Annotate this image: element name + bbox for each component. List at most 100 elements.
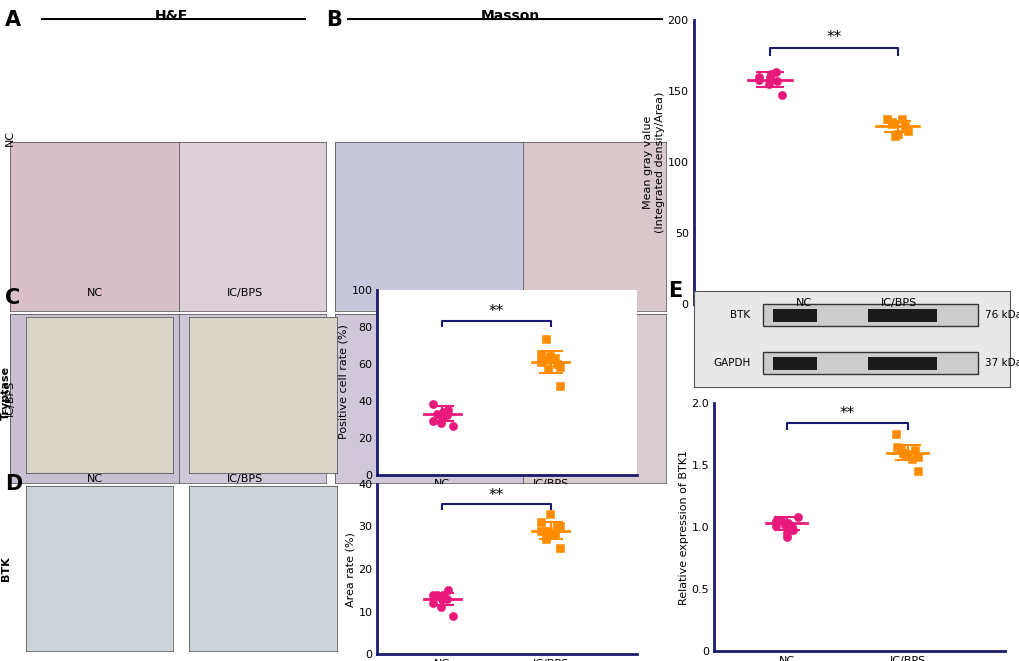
Bar [772,357,816,370]
Point [785,524,801,535]
Text: NC: NC [87,288,103,297]
Point [909,466,925,477]
Bar [762,304,977,326]
Point [548,521,565,531]
Point [898,449,914,459]
Point [435,590,451,600]
Point [429,590,445,600]
Text: A: A [5,10,21,30]
Point [906,445,922,455]
Point [435,407,451,417]
Text: **: ** [825,30,841,46]
Point [532,356,548,367]
Bar [867,309,936,322]
Point [909,451,925,462]
Point [438,594,454,604]
Point [776,520,793,530]
Point [551,381,568,391]
Point [440,585,457,596]
Point [772,514,789,525]
Text: IC/BPS: IC/BPS [226,474,263,484]
Y-axis label: Mean gray value
(Integrated density/Area): Mean gray value (Integrated density/Area… [643,91,664,233]
Point [889,128,905,139]
Text: 37 kDa: 37 kDa [983,358,1019,368]
Point [893,114,909,125]
Point [444,421,461,432]
Point [883,117,900,128]
Point [532,525,548,536]
Point [434,414,450,424]
Text: D: D [5,474,22,494]
Text: B: B [326,10,342,30]
Text: IC/BPS: IC/BPS [5,380,15,416]
Text: NC: NC [5,130,15,145]
Point [432,602,448,613]
Point [777,531,794,542]
Point [761,71,777,82]
Point [892,444,908,454]
Point [434,412,450,422]
Point [546,529,562,540]
Text: IC/BPS: IC/BPS [226,288,263,297]
Text: E: E [667,281,682,301]
Y-axis label: Area rate (%): Area rate (%) [345,531,356,607]
Point [533,517,549,527]
Point [750,74,766,85]
Point [762,69,779,79]
Point [750,71,766,82]
Text: NC: NC [87,474,103,484]
Point [897,121,913,132]
Point [767,67,784,78]
Text: BTK: BTK [1,556,11,581]
Point [533,349,549,360]
Point [777,528,794,539]
Point [432,418,448,428]
Point [434,594,450,604]
Text: **: ** [488,488,503,502]
Point [541,351,557,362]
Point [438,410,454,420]
Point [541,508,557,519]
Point [539,364,555,374]
Point [539,525,555,536]
Point [551,543,568,553]
Point [536,354,552,365]
Point [877,114,894,125]
Point [551,362,568,373]
Text: **: ** [839,406,854,420]
Text: BTK: BTK [730,310,750,320]
Point [767,521,784,531]
Point [903,453,919,464]
Point [784,522,800,533]
Point [551,521,568,531]
Bar [772,309,816,322]
Point [537,534,553,545]
Text: H&E: H&E [155,9,187,22]
Bar [762,352,977,373]
Point [768,75,785,86]
Text: 76 kDa: 76 kDa [983,310,1019,320]
Text: Masson: Masson [480,9,539,22]
Point [537,334,553,345]
Point [888,429,904,440]
Point [444,611,461,621]
Point [899,126,915,136]
Point [882,118,899,129]
Text: GAPDH: GAPDH [712,358,750,368]
Point [779,518,795,529]
Point [429,408,445,419]
Point [894,447,910,458]
Point [546,353,562,364]
Text: C: C [5,288,20,307]
Point [440,405,457,415]
Point [767,516,784,526]
Point [790,512,806,522]
Point [773,90,790,100]
Text: Tryptase: Tryptase [1,366,11,420]
Text: IC/BPS: IC/BPS [880,298,916,308]
Point [889,442,905,452]
Point [548,358,565,369]
Point [896,450,912,461]
Point [536,525,552,536]
Point [434,594,450,604]
